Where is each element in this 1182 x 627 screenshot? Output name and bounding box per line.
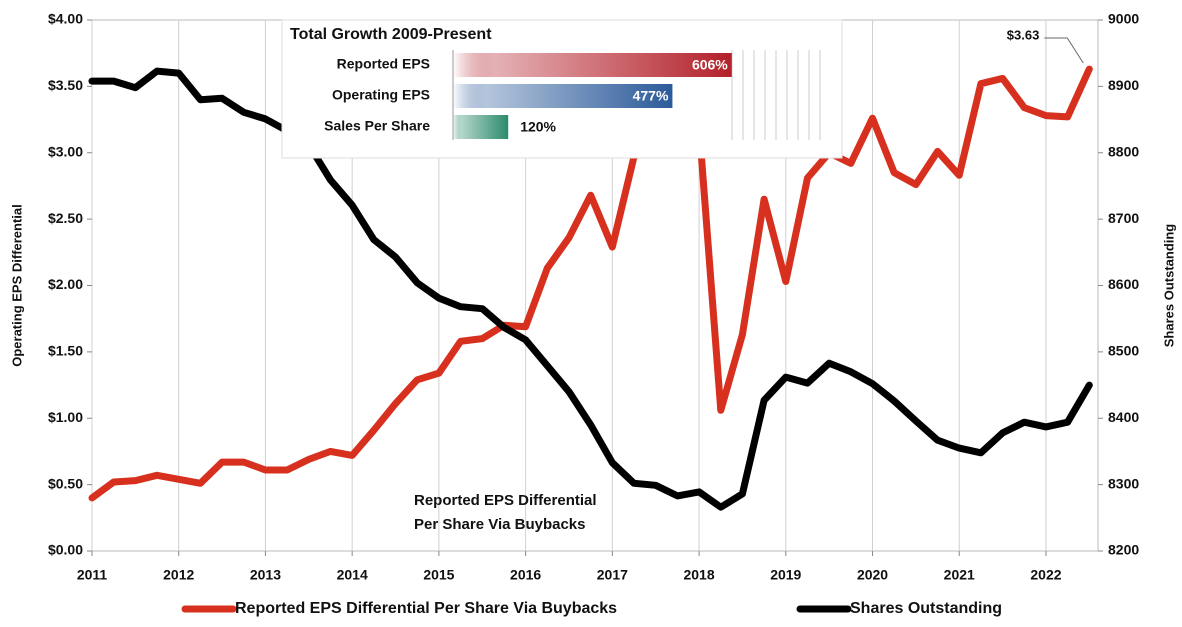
inset-bar: [453, 84, 673, 108]
inset-category: Operating EPS: [332, 87, 430, 103]
y2-tick-label: 8200: [1108, 542, 1139, 558]
series-line: [88, 67, 1093, 511]
y-tick-label: $2.00: [48, 276, 83, 292]
inset-value-label: 606%: [692, 57, 728, 73]
x-tick-label: 2015: [423, 567, 454, 583]
annotation: Reported EPS Differential: [414, 492, 597, 509]
inset-bar: [453, 115, 509, 139]
y2-tick-label: 8600: [1108, 276, 1139, 292]
y2-axis-label: Shares Outstanding: [1161, 224, 1176, 348]
x-tick-label: 2013: [250, 567, 281, 583]
inset-title: Total Growth 2009-Present: [290, 26, 492, 43]
y2-tick-label: 8800: [1108, 143, 1139, 159]
inset-bar: [453, 53, 732, 77]
annotation: $3.63: [1007, 27, 1040, 42]
x-tick-label: 2022: [1030, 567, 1061, 583]
y2-tick-label: 9000: [1108, 11, 1139, 27]
y2-tick-label: 8400: [1108, 409, 1139, 425]
x-tick-label: 2018: [683, 567, 714, 583]
y-tick-label: $3.50: [48, 77, 83, 93]
legend-label: Shares Outstanding: [850, 600, 1002, 617]
y-tick-label: $0.00: [48, 542, 83, 558]
y-tick-label: $3.00: [48, 143, 83, 159]
x-tick-label: 2021: [944, 567, 975, 583]
inset-category: Sales Per Share: [324, 118, 430, 134]
y-tick-label: $2.50: [48, 210, 83, 226]
series-line: [88, 65, 1093, 502]
y-axis-label: Operating EPS Differential: [9, 204, 24, 367]
inset-value-label: 120%: [520, 119, 556, 135]
y-tick-label: $1.00: [48, 409, 83, 425]
x-tick-label: 2011: [77, 567, 108, 583]
inset-category: Reported EPS: [337, 56, 430, 72]
y2-tick-label: 8300: [1108, 475, 1139, 491]
annotation: Per Share Via Buybacks: [414, 516, 586, 533]
y-tick-label: $0.50: [48, 475, 83, 491]
x-tick-label: 2016: [510, 567, 541, 583]
x-tick-label: 2012: [163, 567, 194, 583]
y-tick-label: $4.00: [48, 11, 83, 27]
x-tick-label: 2019: [770, 567, 801, 583]
annotation-leader: [1066, 37, 1084, 64]
y-tick-label: $1.50: [48, 343, 83, 359]
x-tick-label: 2014: [337, 567, 368, 583]
y2-tick-label: 8700: [1108, 210, 1139, 226]
inset-value-label: 477%: [633, 88, 669, 104]
x-tick-label: 2017: [597, 567, 628, 583]
y2-tick-label: 8500: [1108, 343, 1139, 359]
legend-label: Reported EPS Differential Per Share Via …: [235, 600, 617, 617]
x-tick-label: 2020: [857, 567, 888, 583]
y2-tick-label: 8900: [1108, 77, 1139, 93]
